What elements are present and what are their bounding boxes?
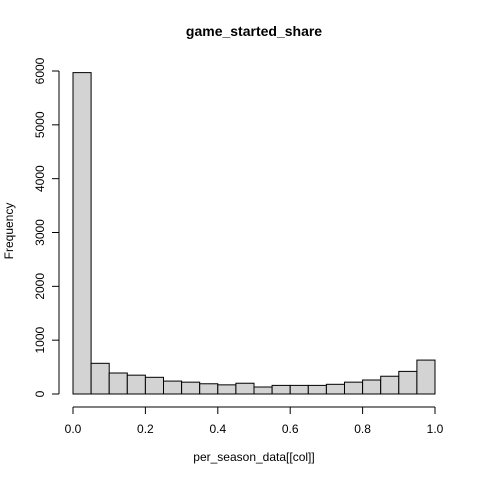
y-tick-label: 0: [33, 390, 47, 397]
bars-group: [72, 72, 436, 395]
x-tick-label: 0.0: [65, 422, 82, 436]
histogram-bar: [380, 375, 400, 395]
x-tick-label: 0.6: [282, 422, 299, 436]
histogram-bar: [253, 386, 273, 395]
histogram-bar: [181, 381, 201, 395]
y-tick-label: 6000: [33, 57, 47, 84]
x-tick-label: 1.0: [427, 422, 444, 436]
histogram-bar: [72, 72, 92, 395]
histogram-bar: [108, 372, 128, 395]
histogram-bar: [144, 376, 164, 395]
y-axis: 0 1000 2000 3000 4000 5000 6000: [33, 57, 60, 397]
histogram-bar: [307, 384, 327, 395]
histogram-bar: [271, 384, 291, 395]
histogram-bar: [289, 384, 309, 395]
x-tick-label: 0.2: [137, 422, 154, 436]
histogram-bar: [416, 359, 436, 395]
y-axis-label: Frequency: [2, 203, 16, 260]
histogram-bar: [362, 379, 382, 395]
y-tick-label: 5000: [33, 111, 47, 138]
histogram-bar: [126, 374, 146, 395]
histogram-bar: [217, 384, 237, 395]
x-tick-label: 0.4: [209, 422, 226, 436]
histogram-bar: [344, 381, 364, 395]
histogram-bar: [398, 370, 418, 395]
histogram-bar: [199, 383, 219, 395]
y-tick-label: 3000: [33, 219, 47, 246]
histogram-bar: [235, 382, 255, 395]
x-axis: 0.0 0.2 0.4 0.6 0.8 1.0: [65, 406, 444, 436]
x-axis-label: per_season_data[[col]]: [193, 450, 314, 464]
chart-title: game_started_share: [186, 23, 322, 39]
histogram-bar: [90, 362, 110, 395]
x-tick-label: 0.8: [354, 422, 371, 436]
histogram-bar: [163, 380, 183, 395]
y-tick-label: 2000: [33, 273, 47, 300]
y-tick-label: 4000: [33, 165, 47, 192]
y-tick-label: 1000: [33, 326, 47, 353]
histogram-bar: [325, 383, 345, 395]
